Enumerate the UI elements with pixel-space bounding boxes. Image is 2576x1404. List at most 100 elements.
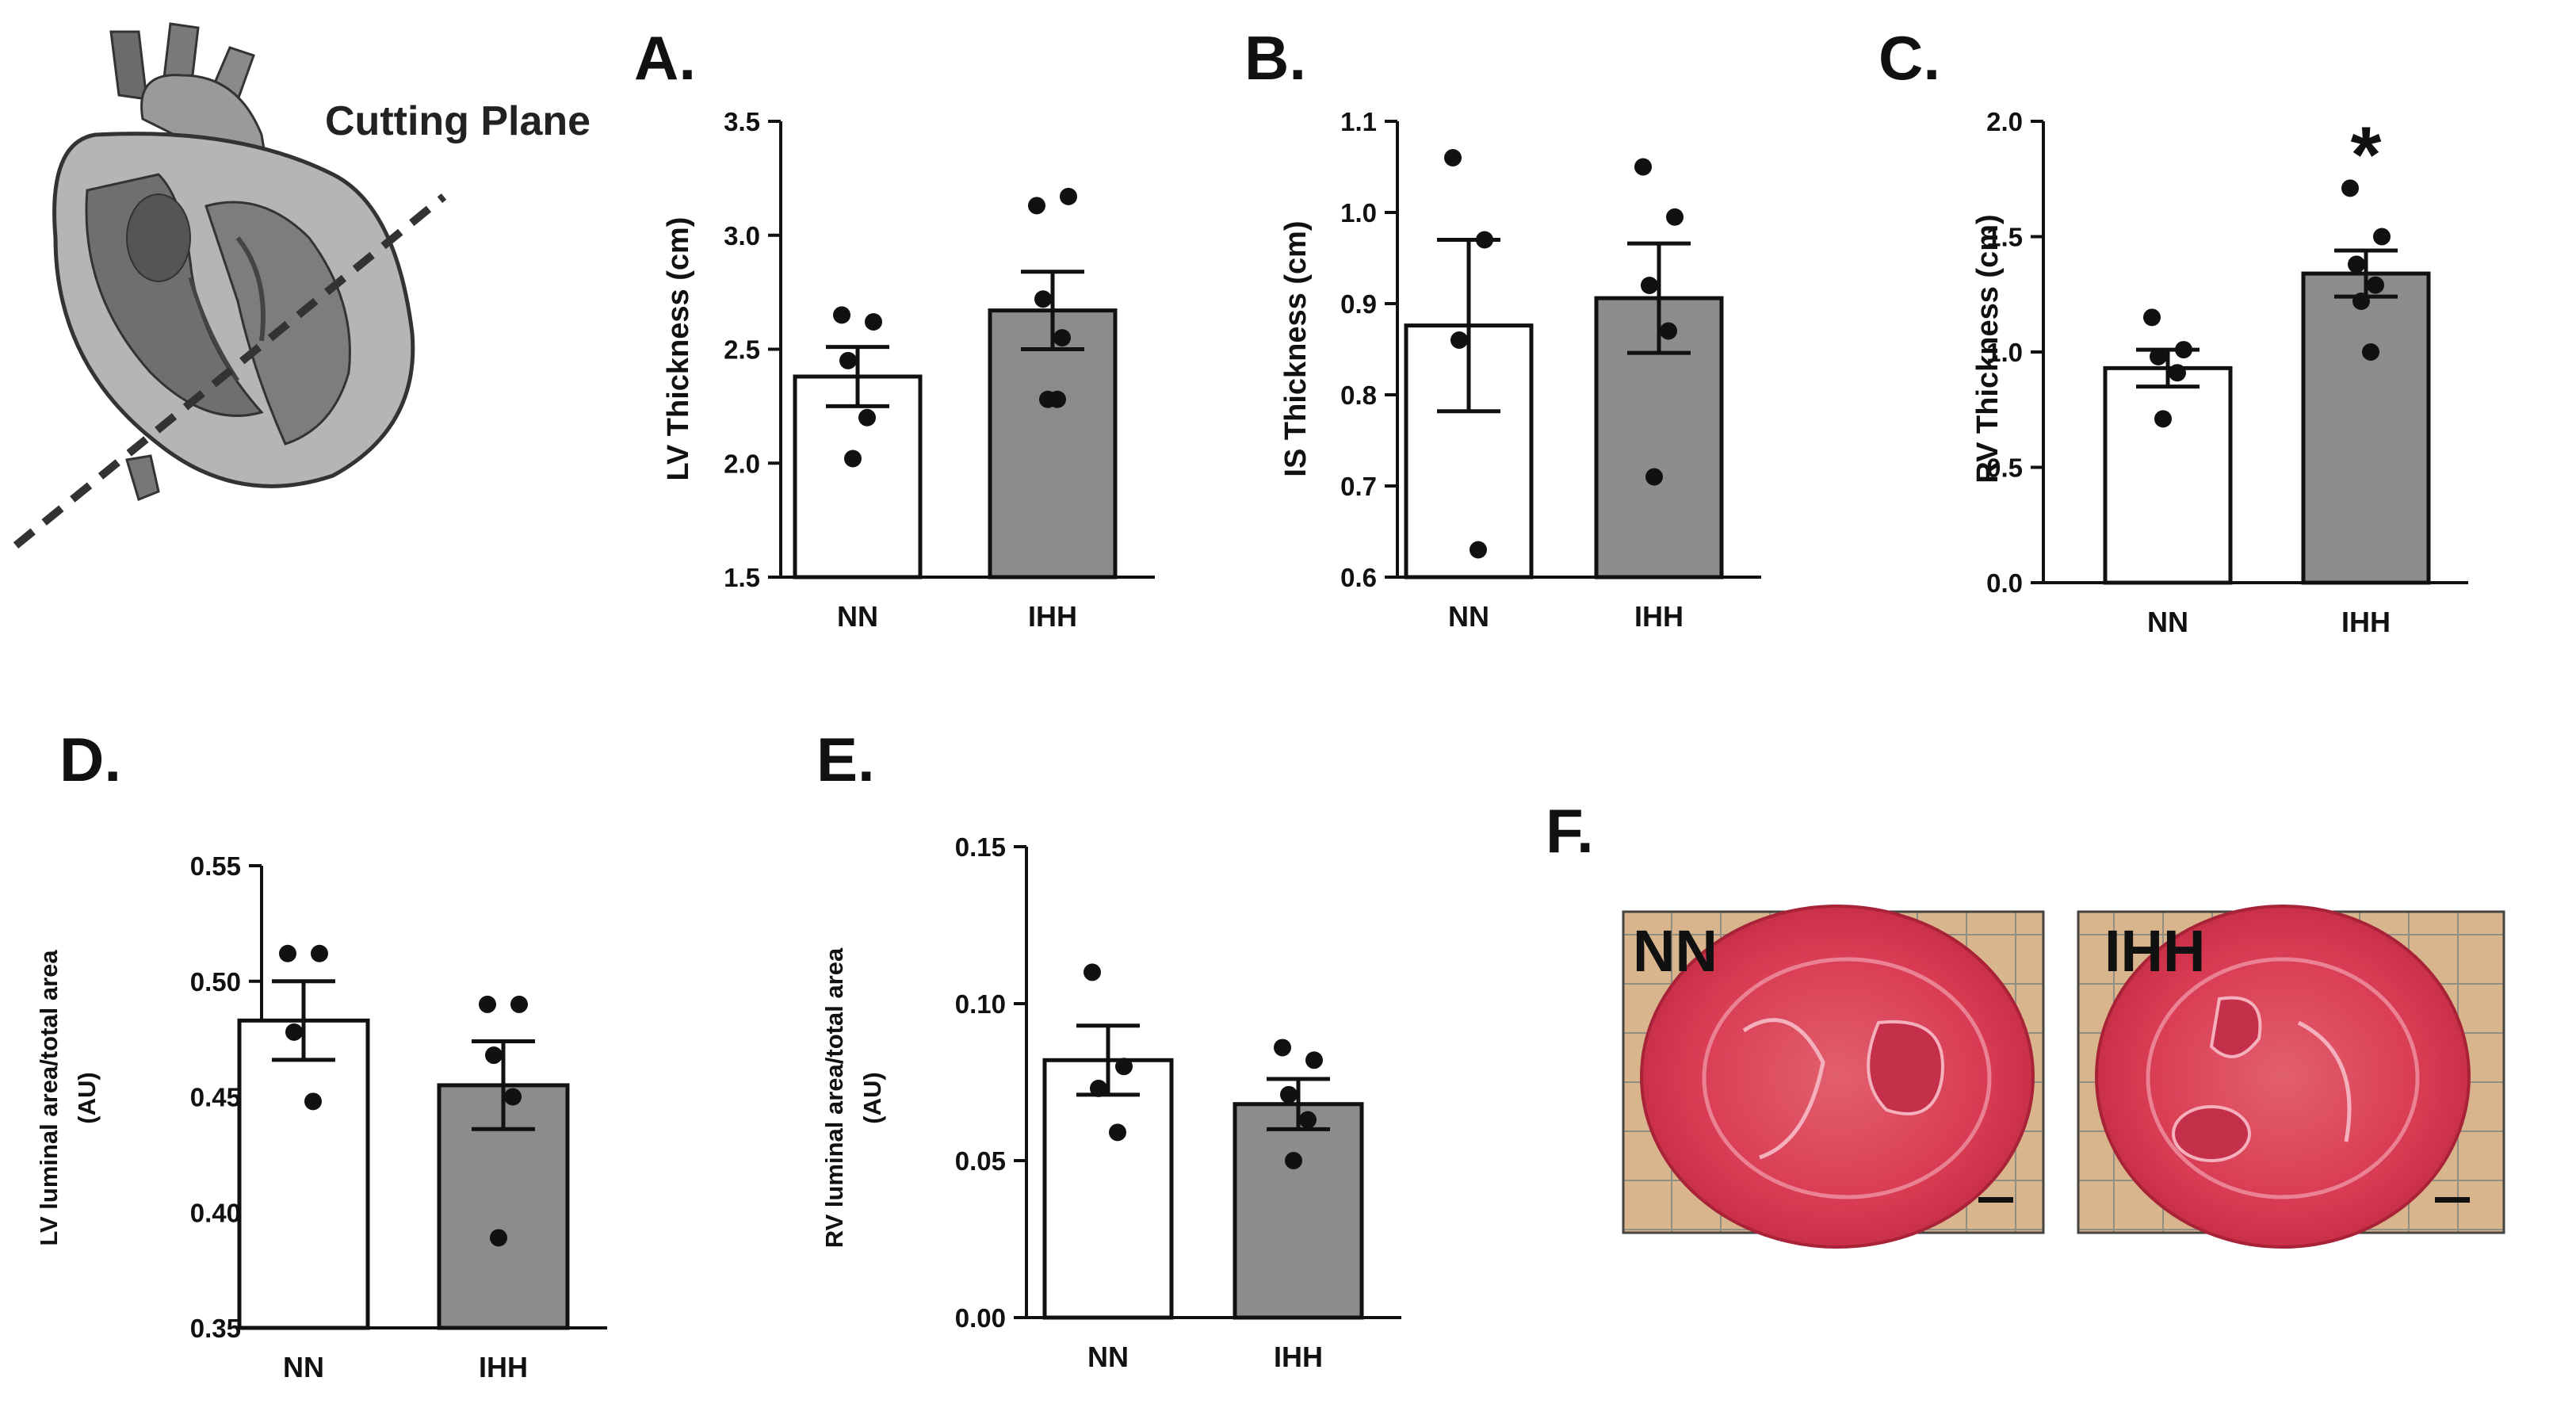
- data-point-nn: [833, 306, 850, 324]
- y-axis-label: LV Thickness (cm): [662, 217, 695, 481]
- y-tick-label: 2.0: [1986, 107, 2023, 136]
- histology-image-ihh: IHH: [2077, 905, 2505, 1249]
- bar-ihh: [2301, 271, 2431, 585]
- x-category-label: IHH: [479, 1351, 528, 1383]
- cutting-plane-line: [13, 193, 447, 549]
- data-point-nn: [2154, 410, 2172, 428]
- data-point-nn: [304, 1092, 322, 1111]
- data-point-nn: [285, 1023, 303, 1041]
- x-category-label: NN: [1087, 1341, 1129, 1373]
- bar-ihh: [1233, 1102, 1364, 1320]
- data-point-ihh: [1299, 1111, 1317, 1129]
- y-tick-label: 0.40: [190, 1198, 241, 1227]
- data-point-nn: [844, 450, 862, 468]
- y-tick-label: 1.1: [1340, 107, 1377, 136]
- data-point-ihh: [1034, 290, 1052, 308]
- data-point-ihh: [1053, 329, 1071, 347]
- data-point-nn: [839, 351, 857, 369]
- y-axis-label: IS Thickness (cm): [1279, 220, 1313, 476]
- y-axis-label-line: RV luminal area/total area: [820, 947, 848, 1248]
- y-tick-label: 0.10: [955, 989, 1006, 1019]
- y-tick-label: 0.15: [955, 832, 1006, 862]
- bar-ihh: [437, 1083, 570, 1330]
- panel-a-lv-thickness: A. 1.5 2.0 2.5 3.0 3.5 LV Thickness (cm) NN IHH: [634, 23, 1155, 633]
- data-point-ihh: [1285, 1152, 1302, 1169]
- x-category-label: IHH: [1634, 600, 1684, 633]
- x-category-label: NN: [1448, 600, 1489, 633]
- y-tick-label: 0.6: [1340, 563, 1377, 592]
- data-point-nn: [2143, 308, 2161, 327]
- y-tick-label: 0.7: [1340, 472, 1377, 501]
- data-point-ihh: [1028, 197, 1045, 215]
- data-point-ihh: [1280, 1085, 1298, 1104]
- y-tick-label: 1.5: [1986, 223, 2023, 252]
- data-point-ihh: [485, 1046, 503, 1065]
- panel-d-lv-luminal-area: D. 0.35 0.40 0.45 0.50 0.55 LV luminal area/to…: [35, 725, 607, 1383]
- y-tick-label: 0.00: [955, 1303, 1006, 1333]
- data-point-nn: [2169, 364, 2186, 382]
- x-category-label: NN: [837, 600, 878, 633]
- histology-label-nn: NN: [1633, 918, 1718, 984]
- histology-image-nn: NN: [1622, 905, 2045, 1249]
- panel-label: A.: [634, 23, 696, 93]
- x-category-label: NN: [2147, 606, 2188, 638]
- data-point-nn: [1115, 1058, 1133, 1076]
- data-point-nn: [1450, 331, 1468, 349]
- data-point-ihh: [1641, 277, 1658, 294]
- data-point-nn: [1084, 963, 1101, 981]
- panel-c-rv-thickness: C. 0.0 0.5 1.0 1.5 2.0 RV Thickness (cm) NN IHH *: [1878, 23, 2468, 638]
- data-point-ihh: [2348, 255, 2365, 274]
- y-tick-label: 3.5: [724, 107, 760, 136]
- data-point-nn: [279, 944, 296, 962]
- data-point-ihh: [2367, 276, 2384, 294]
- significance-marker: *: [2351, 110, 2382, 199]
- heart-schematic: [13, 22, 447, 549]
- data-point-ihh: [1666, 208, 1684, 226]
- data-point-nn: [865, 313, 882, 331]
- panel-label: D.: [59, 725, 121, 794]
- data-point-nn: [1470, 541, 1487, 559]
- y-tick-label: 1.0: [1340, 198, 1377, 228]
- y-axis-label: RV Thickness (cm): [1971, 214, 2005, 483]
- x-category-label: IHH: [2341, 606, 2391, 638]
- data-point-ihh: [2341, 179, 2359, 197]
- data-point-nn: [1444, 149, 1462, 166]
- y-tick-label: 3.0: [724, 221, 760, 251]
- y-tick-label: 0.9: [1340, 289, 1377, 319]
- panel-label-f: F.: [1546, 796, 1594, 866]
- scale-bar-ihh: [2435, 1197, 2470, 1203]
- data-point-ihh: [510, 995, 528, 1013]
- y-tick-label: 1.0: [1986, 338, 2023, 367]
- histology-label-ihh: IHH: [2104, 918, 2205, 984]
- data-point-ihh: [1660, 322, 1677, 340]
- panel-label: B.: [1244, 23, 1306, 93]
- y-tick-label: 1.5: [724, 563, 760, 592]
- data-point-ihh: [1049, 390, 1066, 408]
- y-tick-label: 0.8: [1340, 381, 1377, 410]
- data-point-ihh: [490, 1229, 507, 1247]
- data-point-nn: [311, 944, 328, 962]
- data-point-nn: [1109, 1123, 1126, 1142]
- bar-ihh: [988, 308, 1118, 580]
- y-tick-label: 0.35: [190, 1314, 241, 1343]
- cutting-plane-label: Cutting Plane: [325, 98, 590, 144]
- y-tick-label: 0.5: [1986, 453, 2023, 483]
- y-axis-label-line: (AU): [858, 1072, 886, 1123]
- y-tick-label: 0.05: [955, 1146, 1006, 1176]
- data-point-ihh: [2362, 343, 2379, 361]
- panel-e-rv-luminal-area: E. 0.00 0.05 0.10 0.15 RV luminal area/total …: [816, 725, 1401, 1373]
- panel-b-is-thickness: B. 0.6 0.7 0.8 0.9 1.0 1.1 IS Thickness (cm) NN I…: [1244, 23, 1761, 633]
- x-category-label: IHH: [1028, 600, 1077, 633]
- y-axis-label-line: (AU): [73, 1072, 101, 1123]
- bar-nn: [1042, 1058, 1174, 1320]
- data-point-ihh: [504, 1088, 522, 1106]
- x-category-label: NN: [283, 1351, 324, 1383]
- data-point-ihh: [2352, 292, 2370, 310]
- data-point-ihh: [1634, 158, 1652, 176]
- bar-nn: [2103, 365, 2233, 585]
- panel-label: E.: [816, 725, 875, 794]
- y-tick-label: 0.50: [190, 967, 241, 997]
- data-point-ihh: [1645, 468, 1663, 486]
- data-point-ihh: [479, 995, 496, 1013]
